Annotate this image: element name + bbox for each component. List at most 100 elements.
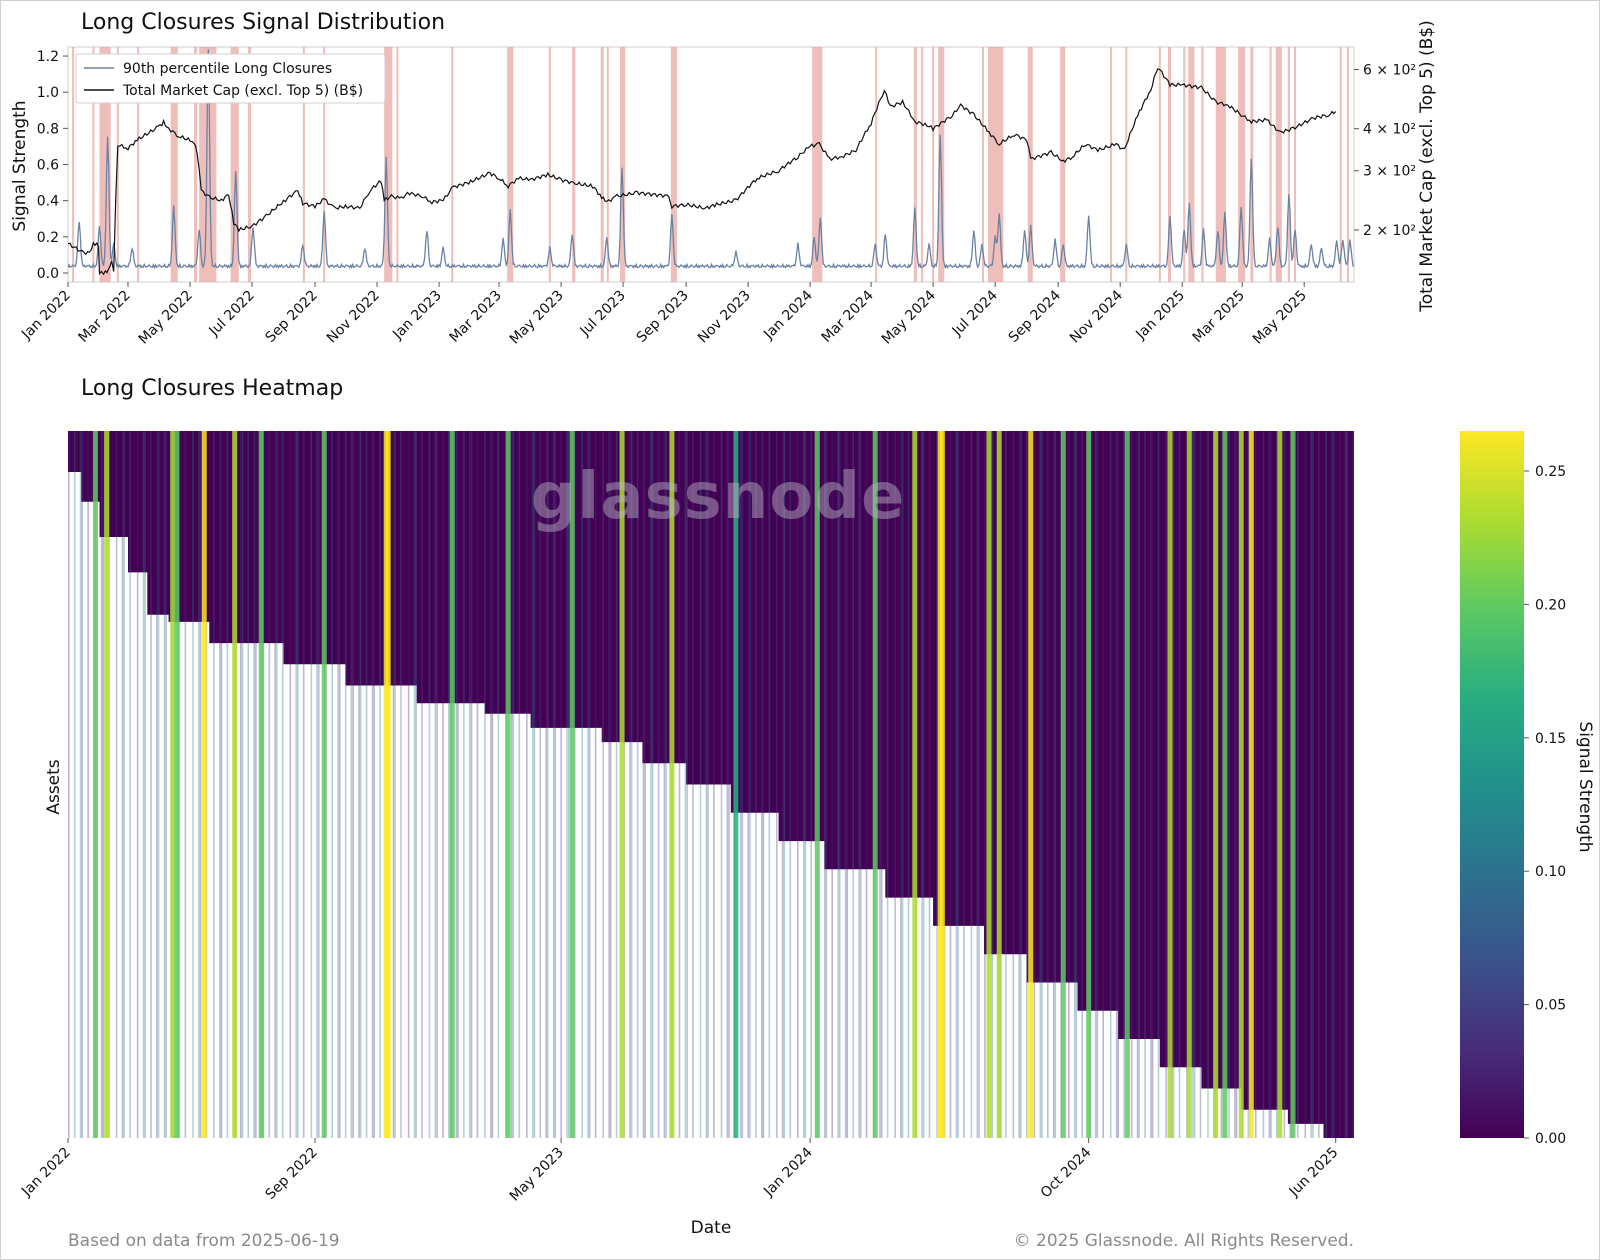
heatmap-hot-stripe-29 bbox=[1213, 431, 1219, 1138]
shaded-period-8 bbox=[230, 47, 239, 282]
shaded-period-34 bbox=[1158, 47, 1161, 282]
heatmap-hot-stripe-1 bbox=[104, 431, 110, 1138]
heatmap-noise-column bbox=[707, 431, 709, 1138]
heatmap-noise-column bbox=[921, 431, 923, 1138]
heatmap-noise-column bbox=[1096, 431, 1099, 1138]
heatmap-noise-column bbox=[68, 431, 70, 1138]
heatmap-noise-column bbox=[699, 431, 702, 1138]
heatmap-noise-column bbox=[657, 431, 660, 1138]
heatmap-noise-column bbox=[344, 431, 347, 1138]
shaded-period-18 bbox=[600, 47, 604, 282]
heatmap-noise-column bbox=[178, 431, 181, 1138]
heatmap-noise-column bbox=[886, 431, 889, 1138]
shaded-period-33 bbox=[1125, 47, 1128, 282]
heatmap-noise-column bbox=[220, 431, 223, 1138]
heatmap-x-tick-label: Jan 2024 bbox=[760, 1144, 816, 1200]
heatmap-noise-column bbox=[255, 431, 257, 1138]
heatmap-noise-column bbox=[762, 431, 765, 1138]
heatmap-noise-column bbox=[978, 431, 980, 1138]
heatmap-noise-column bbox=[379, 431, 381, 1138]
top-x-tick-label: Sep 2024 bbox=[1006, 287, 1064, 345]
heatmap-noise-column bbox=[554, 431, 557, 1138]
shaded-period-44 bbox=[1287, 47, 1290, 282]
heatmap-noise-column bbox=[844, 431, 847, 1138]
heatmap-noise-column bbox=[533, 431, 536, 1138]
heatmap-noise-column bbox=[1117, 431, 1119, 1138]
shaded-period-19 bbox=[606, 47, 609, 282]
heatmap-noise-column bbox=[476, 431, 479, 1138]
shaded-period-12 bbox=[384, 47, 393, 282]
shaded-period-3 bbox=[116, 47, 119, 282]
watermark: glassnode bbox=[531, 460, 906, 534]
heatmap-noise-column bbox=[274, 431, 276, 1138]
heatmap-noise-column bbox=[1130, 431, 1133, 1138]
heatmap-noise-column bbox=[1220, 431, 1223, 1138]
shaded-period-47 bbox=[1346, 47, 1349, 282]
heatmap-hot-stripe-25 bbox=[1086, 431, 1092, 1138]
heatmap-noise-column bbox=[1270, 431, 1272, 1138]
heatmap-noise-column bbox=[609, 431, 612, 1138]
shaded-period-4 bbox=[137, 47, 140, 282]
heatmap-noise-column bbox=[879, 431, 881, 1138]
heatmap-noise-column bbox=[1312, 431, 1314, 1138]
shaded-period-17 bbox=[572, 47, 576, 282]
heatmap-hot-stripe-34 bbox=[1290, 431, 1296, 1138]
top-x-tick-label: Nov 2023 bbox=[695, 288, 754, 347]
heatmap-noise-column bbox=[302, 431, 305, 1138]
top-legend: 90th percentile Long Closures Total Mark… bbox=[75, 53, 386, 104]
legend-entry-signal: 90th percentile Long Closures bbox=[123, 61, 332, 77]
heatmap-noise-column bbox=[165, 431, 167, 1138]
heatmap-noise-column bbox=[1346, 431, 1349, 1138]
heatmap-noise-column bbox=[949, 431, 952, 1138]
shaded-period-22 bbox=[812, 47, 823, 282]
shaded-period-23 bbox=[875, 47, 878, 282]
footer-copyright: © 2025 Glassnode. All Rights Reserved. bbox=[1014, 1231, 1354, 1251]
shaded-period-2 bbox=[99, 47, 111, 282]
heatmap-noise-column bbox=[1047, 431, 1049, 1138]
shaded-period-32 bbox=[1110, 47, 1113, 282]
heatmap-noise-column bbox=[907, 431, 910, 1138]
heatmap-noise-column bbox=[240, 431, 242, 1138]
heatmap-noise-column bbox=[741, 431, 744, 1138]
heatmap-noise-column bbox=[955, 431, 958, 1138]
heatmap-hot-stripe-5 bbox=[232, 431, 238, 1138]
heatmap-noise-column bbox=[213, 431, 215, 1138]
shaded-period-36 bbox=[1183, 47, 1186, 282]
heatmap-noise-column bbox=[497, 431, 500, 1138]
heatmap-noise-column bbox=[102, 431, 104, 1138]
heatmap-noise-column bbox=[1289, 431, 1291, 1138]
top-right-y-tick-label: 6 × 10² bbox=[1363, 63, 1416, 79]
top-x-tick-label: Jul 2022 bbox=[206, 288, 258, 340]
heatmap-noise-column bbox=[352, 431, 354, 1138]
heatmap-noise-column bbox=[963, 431, 965, 1138]
heatmap-noise-column bbox=[740, 431, 742, 1138]
heatmap-noise-column bbox=[880, 431, 883, 1138]
heatmap-noise-column bbox=[339, 431, 341, 1138]
heatmap-noise-column bbox=[1276, 431, 1278, 1138]
heatmap-noise-column bbox=[198, 431, 200, 1138]
heatmap-noise-column bbox=[1020, 431, 1022, 1138]
shaded-periods bbox=[72, 47, 1349, 282]
top-x-tick-label: Jul 2024 bbox=[949, 287, 1001, 339]
heatmap-hot-stripe-26 bbox=[1124, 431, 1130, 1138]
top-x-tick-label: May 2023 bbox=[507, 288, 567, 348]
heatmap-noise-column bbox=[415, 431, 417, 1138]
heatmap-noise-column bbox=[823, 431, 826, 1138]
heatmap-noise-column bbox=[129, 431, 131, 1138]
heatmap-noise-column bbox=[783, 431, 786, 1138]
heatmap-noise-column bbox=[142, 431, 145, 1138]
heatmap-noise-column bbox=[651, 431, 654, 1138]
heatmap-noise-column bbox=[434, 431, 437, 1138]
heatmap-noise-column bbox=[1102, 431, 1104, 1138]
heatmap-noise-column bbox=[810, 431, 812, 1138]
top-series bbox=[68, 49, 1354, 276]
heatmap-noise-column bbox=[247, 431, 250, 1138]
heatmap-noise-column bbox=[268, 431, 271, 1138]
heatmap-noise-column bbox=[192, 431, 194, 1138]
heatmap-noise-column bbox=[526, 431, 528, 1138]
heatmap-noise-column bbox=[1039, 431, 1042, 1138]
heatmap-noise-column bbox=[1054, 431, 1057, 1138]
heatmap-noise-column bbox=[1178, 431, 1181, 1138]
heatmap-noise-column bbox=[789, 431, 792, 1138]
